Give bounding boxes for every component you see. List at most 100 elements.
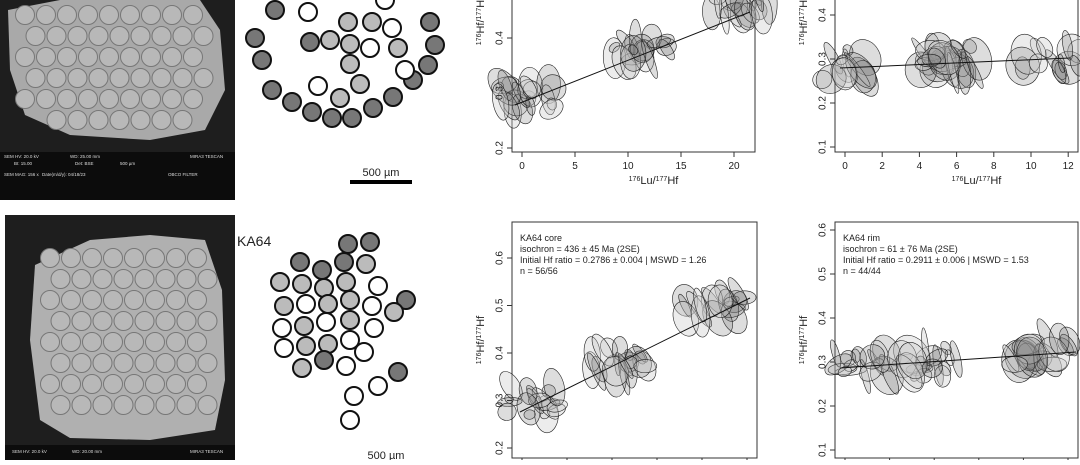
grain (113, 269, 134, 289)
spot (340, 410, 360, 430)
spot-map-bottom (270, 232, 416, 430)
grain (120, 5, 140, 25)
isochron-line (514, 11, 751, 106)
axis-label-part: 176 (629, 176, 641, 183)
axis-label-part: Hf/ (475, 19, 487, 34)
spot (383, 87, 403, 107)
axis-label-part: Hf/ (475, 338, 487, 353)
data-ellipse (719, 0, 730, 35)
spot (340, 54, 360, 74)
data-ellipse (617, 353, 634, 379)
axis-label-part: Hf/ (798, 338, 810, 353)
grain (124, 290, 144, 310)
data-ellipse (895, 354, 923, 389)
grain (197, 311, 218, 331)
data-ellipse (1014, 333, 1045, 365)
y-tick-label: 0.6 (818, 223, 829, 237)
spot (388, 362, 408, 382)
grain (92, 311, 113, 331)
sem-info: MIRA3 TESCAN (190, 449, 223, 454)
grain (71, 311, 92, 331)
axis-label-part: Hf (475, 0, 487, 8)
sem-info: SEM MAG: 156 x (4, 172, 40, 177)
axis-label-part: 176 (476, 33, 483, 45)
sem-info: SEM HV: 20.0 kV (4, 154, 39, 159)
spot (344, 386, 364, 406)
data-ellipse (519, 75, 538, 99)
y-tick-label: 0.2 (818, 399, 829, 413)
axis-label-part: Lu/ (640, 175, 656, 187)
y-tick-label: 0.5 (818, 267, 829, 281)
data-ellipse (741, 2, 760, 24)
y-tick-label: 0.3 (495, 86, 506, 100)
grain (172, 68, 193, 88)
data-ellipse (602, 37, 627, 79)
data-ellipse (859, 344, 886, 370)
data-ellipse (497, 402, 517, 421)
grain (155, 353, 176, 373)
spot (418, 55, 438, 75)
grain (172, 26, 193, 46)
grain (187, 290, 207, 310)
grain (40, 290, 60, 310)
grain (124, 332, 144, 352)
grain (50, 269, 71, 289)
data-ellipse (678, 293, 692, 318)
axis-label-part: 177 (476, 327, 483, 339)
axis-label: 176Hf/177Hf (475, 0, 487, 45)
grain (162, 89, 182, 109)
spot (388, 38, 408, 58)
grain (172, 110, 193, 130)
data-ellipse (517, 66, 544, 108)
legend-text: Initial Hf ratio = 0.2911 ± 0.006 | MSWD… (843, 255, 1029, 265)
data-ellipse (633, 359, 658, 374)
data-ellipse (947, 51, 960, 94)
x-tick-label: 12 (1063, 161, 1075, 172)
spot (245, 28, 265, 48)
spot (274, 296, 294, 316)
grain (197, 353, 218, 373)
data-ellipse (1034, 342, 1063, 378)
spot (336, 272, 356, 292)
sem-info: MIRA3 TESCAN (190, 154, 223, 159)
data-ellipse (620, 43, 641, 80)
spot (296, 336, 316, 356)
data-ellipse (732, 290, 757, 305)
grain (25, 68, 46, 88)
spot (320, 30, 340, 50)
grain (130, 68, 151, 88)
grain (71, 353, 92, 373)
grain (187, 374, 207, 394)
grain (124, 374, 144, 394)
data-ellipse (850, 60, 876, 94)
grain (145, 332, 165, 352)
grain (176, 353, 197, 373)
grain (151, 26, 172, 46)
data-ellipse (831, 57, 857, 91)
data-ellipse (748, 0, 768, 21)
axis-label-part: 176 (952, 176, 964, 183)
grain (57, 89, 77, 109)
sem-info: Date(m/d/y): 04/18/23 (42, 172, 86, 177)
grain (61, 332, 81, 352)
grain (15, 5, 35, 25)
grain (134, 311, 155, 331)
spot (312, 260, 332, 280)
grain (40, 374, 60, 394)
grain (57, 5, 77, 25)
axis-label-part: Hf (667, 175, 679, 187)
data-ellipse (714, 0, 722, 19)
data-ellipse (1051, 59, 1067, 85)
grain (46, 26, 67, 46)
data-ellipse (1010, 33, 1042, 75)
grain (40, 248, 60, 268)
grain (82, 290, 102, 310)
data-ellipse (824, 353, 852, 376)
spot (274, 338, 294, 358)
plot-frame (834, 221, 1079, 459)
grain (162, 5, 182, 25)
x-tick-label: 0 (842, 161, 848, 172)
y-tick-label: 0.4 (818, 8, 829, 22)
spot (330, 88, 350, 108)
data-ellipse (949, 39, 967, 59)
